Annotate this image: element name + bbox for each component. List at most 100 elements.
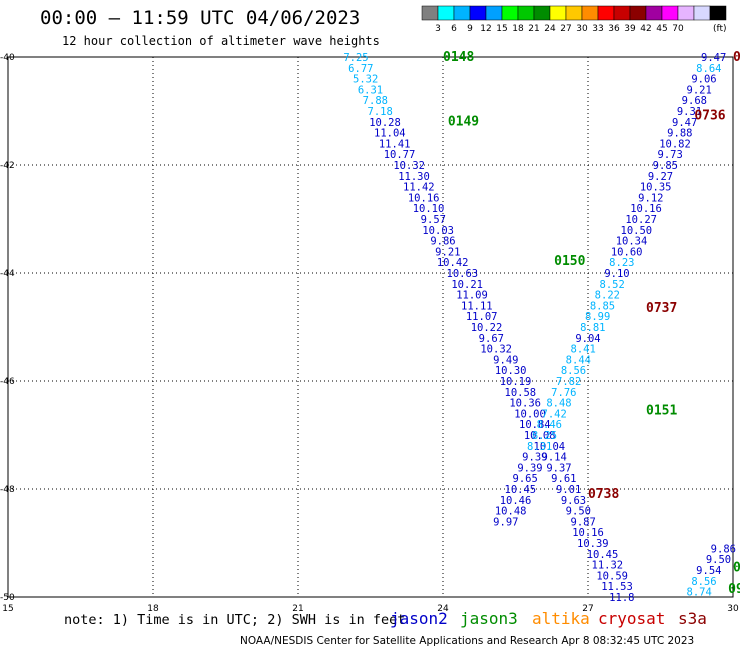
scale-swatch — [629, 5, 647, 21]
scale-tick-label: 27 — [560, 24, 571, 34]
wave-height-label: 9.14 — [542, 452, 567, 464]
wave-height-label: 10.82 — [659, 138, 691, 150]
scale-swatch — [661, 5, 679, 21]
wave-height-label: 9.04 — [575, 333, 600, 345]
wave-height-label: 9.73 — [658, 149, 683, 161]
scale-swatch — [501, 5, 519, 21]
wave-height-label: 11.8 — [609, 592, 634, 604]
satellite-legend: jason2 jason3 altika cryosat s3a — [390, 609, 707, 628]
wave-height-label: 7.76 — [551, 387, 576, 399]
wave-height-label: 9.27 — [648, 171, 673, 183]
wave-height-label: 10.48 — [495, 506, 527, 518]
wave-height-label: 10.46 — [500, 495, 532, 507]
wave-height-label: 10.16 — [408, 192, 440, 204]
wave-height-label: 9.97 — [493, 516, 518, 528]
wave-height-label: 11.41 — [379, 138, 411, 150]
wave-height-label: 10.04 — [534, 441, 566, 453]
wave-height-label: 10.22 — [471, 322, 503, 334]
wave-height-label: 10.60 — [611, 246, 643, 258]
scale-tick-label: 21 — [528, 24, 539, 34]
wave-height-label: 9.37 — [546, 462, 571, 474]
wave-height-label: 6.31 — [358, 84, 383, 96]
wave-height-label: 7.42 — [542, 408, 567, 420]
wave-height-label: 9.49 — [493, 354, 518, 366]
scale-tick-label: 3 — [435, 24, 441, 34]
wave-height-label: 8.56 — [561, 365, 586, 377]
scale-swatch — [597, 5, 615, 21]
wave-height-label: 10.30 — [495, 365, 527, 377]
wave-height-label: 9.87 — [571, 516, 596, 528]
scale-swatch — [613, 5, 631, 21]
satellite-legend-s3a: s3a — [678, 609, 707, 628]
wave-height-label: 10.28 — [369, 117, 401, 129]
x-tick-label: 18 — [147, 604, 159, 614]
wave-height-label: 10.16 — [630, 203, 662, 215]
wave-height-label: 10.59 — [596, 570, 628, 582]
x-tick-label: 30 — [727, 604, 739, 614]
wave-height-label: 10.39 — [577, 538, 609, 550]
wave-height-label: 6.77 — [348, 63, 373, 75]
wave-height-label: 7.18 — [368, 106, 393, 118]
wave-height-label: 10.35 — [640, 182, 672, 194]
footer-credit: NOAA/NESDIS Center for Satellite Applica… — [240, 635, 694, 647]
wave-height-label: 9.50 — [706, 554, 731, 566]
wave-height-label: 8.52 — [600, 279, 625, 291]
satellite-legend-jason2: jason2 — [390, 609, 448, 628]
pass-time-label: 094 — [728, 582, 740, 597]
wave-height-label: 9.68 — [682, 95, 707, 107]
wave-height-label: 9.61 — [551, 473, 576, 485]
wave-height-label: 10.63 — [447, 268, 479, 280]
scale-tick-label: 12 — [480, 24, 491, 34]
wave-height-label: 11.07 — [466, 311, 498, 323]
wave-height-label: 8.48 — [546, 398, 571, 410]
wave-height-label: 10.32 — [393, 160, 425, 172]
wave-height-label: 8.22 — [595, 290, 620, 302]
wave-height-label: 8.44 — [566, 354, 591, 366]
wave-height-label: 10.16 — [572, 527, 604, 539]
wave-height-label: 10.36 — [509, 398, 541, 410]
scale-tick-label: 36 — [608, 24, 620, 34]
wave-height-label: 5.32 — [353, 74, 378, 86]
wave-height-label: 9.57 — [421, 214, 446, 226]
scale-tick-label: 39 — [624, 24, 636, 34]
wave-height-label: 10.19 — [500, 376, 532, 388]
scale-tick-label: 30 — [576, 24, 588, 34]
scale-swatch — [709, 5, 727, 21]
wave-height-label: 9.12 — [638, 192, 663, 204]
satellite-legend-jason3: jason3 — [460, 609, 518, 628]
wave-height-label: 11.42 — [403, 182, 435, 194]
wave-height-label: 10.77 — [384, 149, 416, 161]
wave-height-label: 11.11 — [461, 300, 493, 312]
wave-height-label: 11.32 — [592, 560, 624, 572]
x-tick-label: 21 — [292, 604, 303, 614]
scale-tick-label: 18 — [512, 24, 524, 34]
scale-swatch — [549, 5, 567, 21]
wave-height-label: 8.23 — [609, 257, 634, 269]
satellite-legend-cryosat: cryosat — [598, 609, 665, 628]
scale-swatch — [453, 5, 471, 21]
wave-height-label: 9.54 — [696, 565, 721, 577]
pass-time-label: 0148 — [443, 50, 474, 65]
y-tick-label: -44 — [0, 269, 15, 279]
y-tick-label: -50 — [0, 593, 15, 603]
wave-height-label: 9.65 — [513, 473, 538, 485]
scale-tick-label: 6 — [451, 24, 457, 34]
wave-height-label: 8.64 — [696, 63, 721, 75]
wave-height-label: 8.41 — [571, 344, 596, 356]
wave-height-label: 11.53 — [601, 581, 633, 593]
scale-swatch — [517, 5, 535, 21]
wave-height-label: 9.10 — [604, 268, 629, 280]
wave-height-label: 8.31 — [527, 441, 552, 453]
plot-frame — [7, 56, 734, 598]
pass-time-label: 0738 — [588, 487, 619, 502]
wave-height-label: 8.85 — [590, 300, 615, 312]
scale-swatch — [677, 5, 695, 21]
wave-height-label: 9.01 — [556, 484, 581, 496]
satellite-legend-altika: altika — [532, 609, 590, 628]
scale-swatch — [469, 5, 487, 21]
wave-height-label: 8.74 — [687, 587, 712, 599]
wave-height-label: 10.00 — [514, 408, 546, 420]
wave-height-label: 10.34 — [616, 236, 648, 248]
wave-height-label: 10.27 — [625, 214, 657, 226]
wave-height-label: 9.31 — [677, 106, 702, 118]
